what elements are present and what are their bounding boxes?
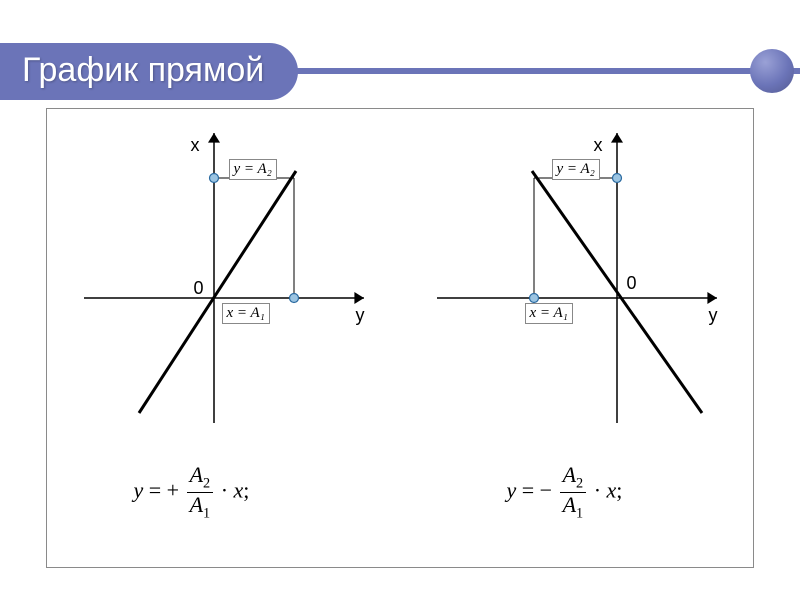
- annotation-y-eq: y = A₂: [552, 159, 600, 180]
- page-title: График прямой: [0, 43, 298, 100]
- y-axis-arrow: [208, 133, 220, 143]
- title-band: График прямой: [0, 42, 800, 100]
- annotation-y-eq: y = A₂: [229, 159, 277, 180]
- main-line: [139, 171, 296, 413]
- marker-1: [289, 294, 298, 303]
- formula: y = + A2A1 · x;: [134, 463, 250, 522]
- annotation-x-eq: x = A₁: [222, 303, 270, 324]
- content-frame: x y 0 y = A₂ x = A₁ y = + A2A1 · x; x y 0 y = A₂…: [46, 108, 754, 568]
- graph-negative-slope: x y 0 y = A₂ x = A₁ y = − A2A1 · x;: [417, 123, 737, 553]
- marker-1: [529, 294, 538, 303]
- x-axis-arrow: [354, 292, 364, 304]
- band-end-circle: [750, 49, 794, 93]
- x-axis-label: x: [594, 135, 603, 156]
- origin-label: 0: [627, 273, 637, 294]
- marker-0: [209, 174, 218, 183]
- y-axis-arrow: [611, 133, 623, 143]
- y-axis-label: y: [356, 305, 365, 326]
- origin-label: 0: [194, 278, 204, 299]
- graph-svg: [64, 123, 384, 443]
- graph-row: x y 0 y = A₂ x = A₁ y = + A2A1 · x; x y 0 y = A₂…: [47, 109, 753, 567]
- annotation-x-eq: x = A₁: [525, 303, 573, 324]
- marker-0: [612, 174, 621, 183]
- graph-positive-slope: x y 0 y = A₂ x = A₁ y = + A2A1 · x;: [64, 123, 384, 553]
- x-axis-label: x: [191, 135, 200, 156]
- formula: y = − A2A1 · x;: [507, 463, 623, 522]
- x-axis-arrow: [707, 292, 717, 304]
- y-axis-label: y: [709, 305, 718, 326]
